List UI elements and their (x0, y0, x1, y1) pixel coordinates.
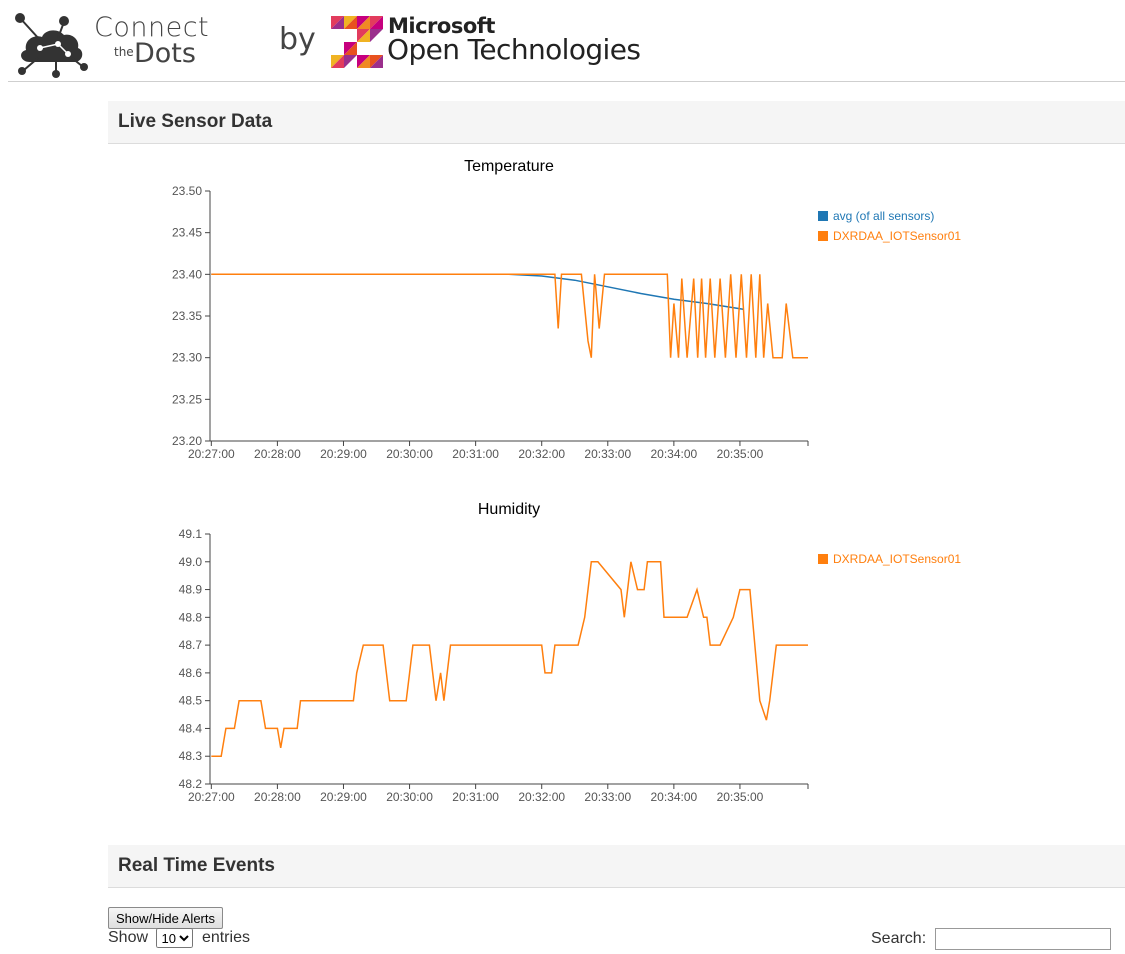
connect-the-dots-logo-icon (15, 13, 88, 78)
show-label: Show (108, 929, 149, 947)
y-tick-label: 23.35 (172, 309, 202, 323)
legend-label: DXRDAA_IOTSensor01 (833, 229, 961, 243)
x-tick-label: 20:33:00 (584, 790, 631, 804)
x-tick-label: 20:34:00 (651, 447, 698, 461)
real-time-events-title: Real Time Events (118, 855, 276, 876)
legend-label: avg (of all sensors) (833, 209, 934, 223)
header-divider (8, 81, 1125, 82)
legend-label: DXRDAA_IOTSensor01 (833, 552, 961, 566)
series-line (211, 273, 744, 311)
x-tick-label: 20:30:00 (386, 790, 433, 804)
legend-swatch (818, 211, 828, 221)
brand-the: the (114, 45, 134, 59)
y-tick-label: 49.0 (179, 555, 203, 569)
temperature-chart: Temperature 23.20 23.25 23.30 23.35 23.40 23.4… (172, 158, 961, 461)
search-label: Search: (871, 930, 927, 948)
show-hide-alerts-button[interactable]: Show/Hide Alerts (108, 907, 223, 929)
x-tick-label: 20:30:00 (386, 447, 433, 461)
y-tick-label: 23.40 (172, 267, 202, 281)
app-header: Connect the Dots by Microsoft Open Techn… (0, 0, 1125, 82)
x-tick-label: 20:32:00 (518, 447, 565, 461)
search-input[interactable] (934, 928, 1111, 950)
x-tick-label: 20:27:00 (188, 447, 235, 461)
x-tick-label: 20:31:00 (452, 790, 499, 804)
brand-connect: Connect (94, 12, 210, 43)
legend-swatch (818, 554, 828, 564)
x-tick-label: 20:27:00 (188, 790, 235, 804)
x-tick-label: 20:29:00 (320, 447, 367, 461)
series-line (211, 561, 808, 757)
y-tick-label: 48.3 (179, 749, 203, 763)
ms-open-tech-logo-icon (331, 16, 383, 68)
live-sensor-title: Live Sensor Data (118, 111, 273, 132)
real-time-events-section-header: Real Time Events (108, 845, 1125, 888)
y-tick-label: 23.30 (172, 351, 202, 365)
search-control: Search: (871, 928, 1111, 950)
x-tick-label: 20:29:00 (320, 790, 367, 804)
y-tick-label: 48.4 (179, 721, 203, 735)
x-tick-label: 20:35:00 (717, 790, 764, 804)
entries-select[interactable]: 10 (156, 928, 194, 948)
y-tick-label: 48.2 (179, 777, 203, 791)
brand-dots: Dots (134, 38, 196, 69)
entries-label: entries (201, 929, 250, 947)
microsoft-label: Microsoft (388, 14, 495, 38)
y-tick-label: 48.5 (179, 694, 203, 708)
x-tick-label: 20:32:00 (518, 790, 565, 804)
y-tick-label: 23.20 (172, 434, 202, 448)
chart-title: Humidity (478, 501, 540, 518)
chart-title: Temperature (464, 158, 554, 175)
x-tick-label: 20:35:00 (717, 447, 764, 461)
x-tick-label: 20:28:00 (254, 790, 301, 804)
y-tick-label: 23.50 (172, 184, 202, 198)
live-sensor-section-header: Live Sensor Data (108, 101, 1125, 144)
open-technologies-label: Open Technologies (387, 33, 641, 66)
entries-control: Show 10 entries (108, 928, 250, 948)
y-tick-label: 23.25 (172, 392, 202, 406)
x-tick-label: 20:34:00 (651, 790, 698, 804)
y-tick-label: 49.1 (179, 527, 203, 541)
y-tick-label: 23.45 (172, 226, 202, 240)
y-tick-label: 48.7 (179, 638, 203, 652)
x-tick-label: 20:31:00 (452, 447, 499, 461)
x-tick-label: 20:33:00 (584, 447, 631, 461)
y-tick-label: 48.6 (179, 666, 203, 680)
y-tick-label: 48.9 (179, 583, 203, 597)
series-line (211, 273, 808, 359)
by-label: by (279, 22, 316, 57)
humidity-chart: Humidity 48.2 48.3 48.4 48.5 48.6 48.7 48.8 48.9… (179, 501, 962, 804)
x-tick-label: 20:28:00 (254, 447, 301, 461)
y-tick-label: 48.8 (179, 610, 203, 624)
legend-swatch (818, 231, 828, 241)
